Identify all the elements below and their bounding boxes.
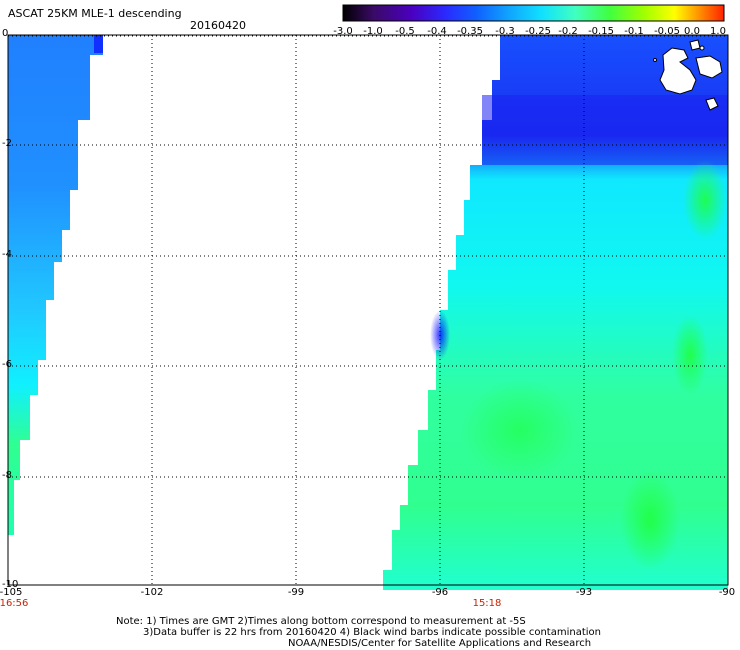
- right-swath-blue-band: [482, 95, 728, 165]
- colorbar-tick: -0.05: [654, 26, 680, 37]
- green-patch-mid: [672, 315, 708, 395]
- note-line-3: NOAA/NESDIS/Center for Satellite Applica…: [288, 638, 592, 649]
- colorbar-tick: -0.1: [624, 26, 644, 37]
- x-tick-label: -96: [431, 587, 449, 598]
- x-tick-label: -102: [140, 587, 164, 598]
- colorbar-tick: -0.15: [588, 26, 614, 37]
- island-outlines: [653, 39, 723, 111]
- y-tick-label: -2: [2, 138, 12, 149]
- colorbar-tick: 1.0: [710, 26, 726, 37]
- left-swath-blue-cell: [94, 35, 103, 53]
- note-line-2: 3)Data buffer is 22 hrs from 20160420 4)…: [143, 627, 601, 638]
- green-patch-south: [620, 470, 680, 570]
- note-line-1: Note: 1) Times are GMT 2)Times along bot…: [116, 616, 526, 627]
- colorbar-tick: -0.2: [558, 26, 578, 37]
- y-tick-label: -10: [2, 579, 19, 590]
- green-patch-east: [683, 160, 727, 240]
- x-tick-label: -99: [287, 587, 305, 598]
- y-tick-label: -8: [2, 470, 12, 481]
- colorbar-tick: -0.3: [495, 26, 515, 37]
- colorbar-tick: -0.5: [395, 26, 415, 37]
- colorbar-tick: -0.35: [457, 26, 483, 37]
- y-tick-label: -6: [2, 359, 12, 370]
- map-date: 20160420: [190, 19, 246, 32]
- colorbar-tick: 0.0: [684, 26, 700, 37]
- x-tick-label: -90: [718, 587, 736, 598]
- grid-lines: [8, 35, 728, 585]
- left-swath-data: [8, 35, 103, 535]
- colorbar-tick: -1.0: [363, 26, 383, 37]
- pass-time-west: 16:56: [0, 598, 29, 609]
- plot-frame: [7, 34, 729, 586]
- colorbar-tick: -0.4: [427, 26, 447, 37]
- colorbar-tick: -0.25: [525, 26, 551, 37]
- green-patch-center: [460, 380, 580, 480]
- map-title: ASCAT 25KM MLE-1 descending: [8, 7, 182, 20]
- x-tick-label: -105: [0, 587, 23, 598]
- pass-time-east: 15:18: [472, 598, 502, 609]
- y-tick-label: -4: [2, 249, 12, 260]
- x-tick-label: -93: [575, 587, 593, 598]
- colorbar-tick: -3.0: [333, 26, 353, 37]
- colorbar: [342, 4, 725, 22]
- y-tick-label: 0: [2, 28, 9, 39]
